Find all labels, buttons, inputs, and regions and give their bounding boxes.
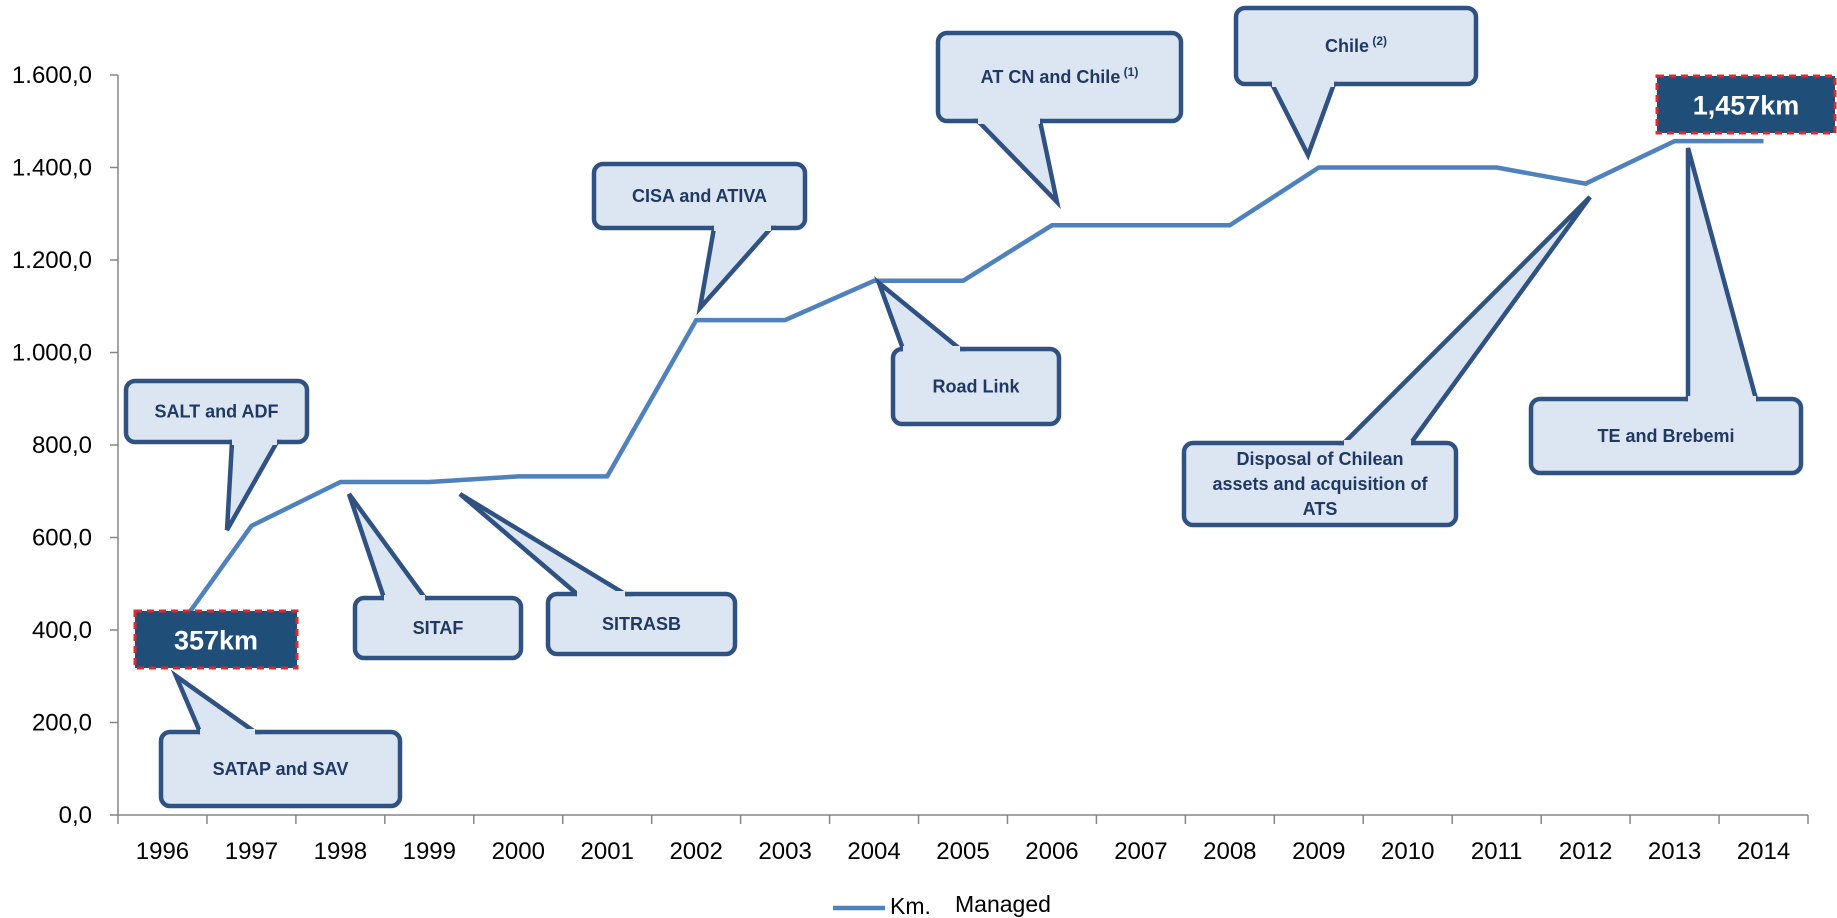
value-badge-box bbox=[1655, 74, 1837, 135]
value-badge-box bbox=[133, 609, 299, 670]
callout-box bbox=[1233, 5, 1479, 87]
callout-text: TE and Brebemi bbox=[1597, 426, 1734, 446]
axes: 0,0 200,0 400,0 600,0 800,0 1.000,0 1.200,0 1.4… bbox=[12, 62, 1809, 865]
callout-sitaf: SITAF bbox=[346, 492, 524, 661]
value-badge-2013: 1,457km bbox=[1655, 74, 1837, 135]
callout-sitrasb: SITRASB bbox=[458, 492, 738, 657]
y-tick-label: 1.600,0 bbox=[12, 62, 92, 89]
y-tick-label: 600,0 bbox=[32, 525, 92, 552]
y-tick-label: 1.200,0 bbox=[12, 247, 92, 274]
x-tick-label: 2004 bbox=[847, 838, 900, 865]
y-tick-label: 1.400,0 bbox=[12, 155, 92, 182]
x-tick-label: 2008 bbox=[1203, 838, 1256, 865]
callout-text: SITAF bbox=[413, 618, 464, 638]
value-badge-1996: 357km bbox=[133, 609, 299, 670]
callout-box bbox=[935, 30, 1184, 124]
callout-pointer bbox=[696, 225, 777, 316]
callout-box bbox=[591, 161, 808, 231]
value-badge-text: 1,457km bbox=[1693, 91, 1800, 121]
callout-pointer bbox=[458, 492, 634, 597]
callout-road-link: Road Link bbox=[874, 276, 1062, 427]
callout-text: ATS bbox=[1303, 499, 1338, 519]
callout-box bbox=[545, 591, 738, 657]
callout-pointer bbox=[1685, 147, 1759, 402]
callout-text: SITRASB bbox=[602, 614, 681, 634]
callout-footnote-mark: (2) bbox=[1369, 34, 1387, 48]
callout-box bbox=[890, 346, 1062, 427]
callout-satap-and-sav: SATAP and SAV bbox=[158, 669, 403, 809]
x-tick-label: 2002 bbox=[669, 838, 722, 865]
callout-box bbox=[1528, 396, 1804, 476]
callout-box bbox=[352, 595, 524, 661]
x-tick-label: 2003 bbox=[758, 838, 811, 865]
callout-footnote-mark: (1) bbox=[1120, 65, 1138, 79]
callouts: SATAP and SAV SALT and ADF SITAF SITRASB CIS… bbox=[123, 5, 1804, 809]
y-tick-label: 800,0 bbox=[32, 432, 92, 459]
x-tick-label: 1997 bbox=[225, 838, 278, 865]
legend-label-km: Km. bbox=[890, 893, 931, 918]
x-tick-label: 2012 bbox=[1559, 838, 1612, 865]
callout-text: Road Link bbox=[932, 377, 1020, 397]
x-tick-label: 2014 bbox=[1737, 838, 1790, 865]
callout-pointer bbox=[874, 276, 967, 352]
callout-text: AT CN and Chile (1) bbox=[981, 65, 1139, 87]
y-tick-label: 1.000,0 bbox=[12, 340, 92, 367]
callout-pointer bbox=[972, 118, 1061, 210]
callout-at-cn-and-chile: AT CN and Chile (1) bbox=[935, 30, 1184, 210]
x-tick-label: 2007 bbox=[1114, 838, 1167, 865]
x-tick-label: 1999 bbox=[403, 838, 456, 865]
y-tick-label: 0,0 bbox=[59, 802, 92, 829]
x-tick-label: 1998 bbox=[314, 838, 367, 865]
callout-cisa-and-ativa: CISA and ATIVA bbox=[591, 161, 808, 316]
x-tick-label: 2006 bbox=[1025, 838, 1078, 865]
callout-text: assets and acquisition of bbox=[1212, 474, 1428, 494]
callout-box bbox=[158, 729, 403, 809]
x-tick-label: 2011 bbox=[1471, 838, 1523, 865]
x-tick-label: 2000 bbox=[492, 838, 545, 865]
callout-te-and-brebemi: TE and Brebemi bbox=[1528, 147, 1804, 476]
badges: 357km 1,457km bbox=[133, 74, 1837, 670]
y-tick-label: 400,0 bbox=[32, 617, 92, 644]
callout-salt-and-adf: SALT and ADF bbox=[123, 378, 310, 532]
x-tick-label: 2009 bbox=[1292, 838, 1345, 865]
x-tick-label: 1996 bbox=[136, 838, 189, 865]
callout-text: SATAP and SAV bbox=[213, 759, 349, 779]
x-tick-label: 2010 bbox=[1381, 838, 1434, 865]
x-tick-label: 2001 bbox=[581, 838, 634, 865]
callout-pointer bbox=[170, 669, 263, 735]
callout-disposal-of-chilean: Disposal of Chilean assets and acquisitio… bbox=[1181, 195, 1592, 528]
callout-pointer bbox=[346, 492, 430, 601]
callout-box bbox=[123, 378, 310, 445]
legend: Managed Km. bbox=[833, 891, 1051, 918]
x-tick-label: 2005 bbox=[936, 838, 989, 865]
legend-label-managed: Managed bbox=[955, 891, 1051, 917]
value-badge-text: 357km bbox=[174, 626, 258, 656]
callout-pointer bbox=[1268, 81, 1338, 161]
callout-text: CISA and ATIVA bbox=[632, 186, 767, 206]
callout-text: SALT and ADF bbox=[155, 402, 279, 422]
callout-text: Disposal of Chilean bbox=[1236, 449, 1403, 469]
x-tick-label: 2013 bbox=[1648, 838, 1701, 865]
callout-chile: Chile (2) bbox=[1233, 5, 1479, 161]
series-line-layer bbox=[160, 138, 1764, 652]
callout-box bbox=[1181, 440, 1459, 528]
y-tick-label: 200,0 bbox=[32, 710, 92, 737]
